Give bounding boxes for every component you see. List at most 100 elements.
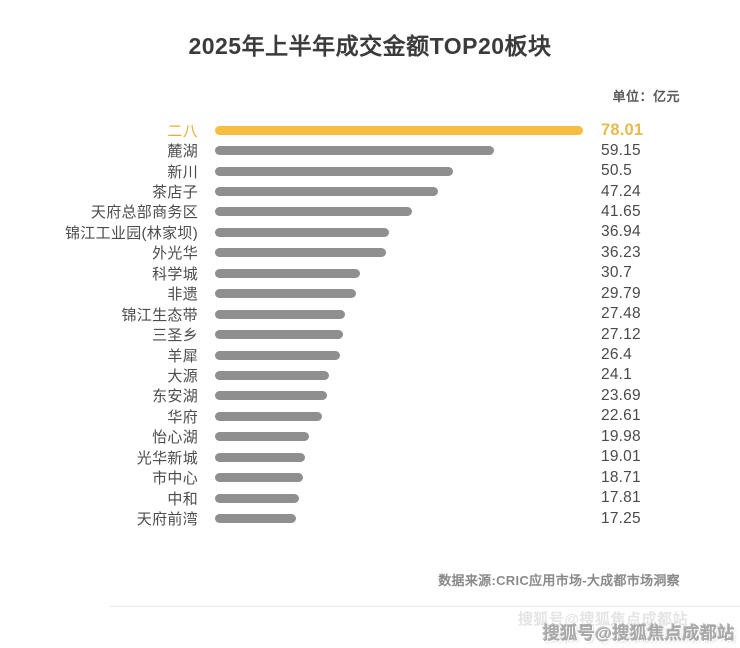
bar-row: 光华新城 19.01 — [0, 447, 740, 467]
value-label: 17.81 — [601, 489, 641, 507]
value-label: 24.1 — [601, 366, 632, 384]
bar — [215, 125, 583, 135]
bar-track — [215, 187, 600, 197]
bar-chart: 二八 78.01 麓湖 59.15 新川 50.5 茶店子 47.24 天府总部商务区 41.65… — [0, 120, 740, 529]
category-label: 锦江生态带 — [121, 306, 198, 324]
value-label: 41.65 — [601, 202, 641, 220]
category-label: 非遗 — [167, 286, 198, 304]
bar — [215, 370, 329, 380]
bar-row: 新川 50.5 — [0, 161, 740, 181]
value-label: 19.98 — [601, 427, 641, 445]
category-label: 茶店子 — [152, 184, 198, 202]
bar — [215, 268, 360, 278]
bar-track — [215, 248, 600, 258]
bar-track — [215, 432, 600, 442]
value-label: 59.15 — [601, 141, 641, 159]
bar-track — [215, 146, 600, 156]
bar-track — [215, 207, 600, 217]
category-label: 大源 — [167, 367, 198, 385]
category-label: 麓湖 — [167, 143, 198, 161]
bar — [215, 248, 386, 258]
category-label: 东安湖 — [152, 388, 198, 406]
bar — [215, 391, 327, 401]
value-label: 36.23 — [601, 243, 641, 261]
category-label: 二八 — [167, 122, 198, 140]
bar — [215, 166, 454, 176]
bar-row: 市中心 18.71 — [0, 467, 740, 488]
bar — [215, 207, 412, 217]
bar-row: 外光华 36.23 — [0, 243, 740, 263]
bar-row: 天府总部商务区 41.65 — [0, 202, 740, 222]
value-label: 47.24 — [601, 182, 641, 200]
bar-track — [215, 493, 600, 503]
bar-track — [215, 514, 600, 524]
bar — [215, 432, 310, 442]
bar — [215, 350, 340, 360]
value-label: 19.01 — [601, 448, 641, 466]
value-label: 22.61 — [601, 407, 641, 425]
value-label: 18.71 — [601, 468, 641, 486]
value-label: 78.01 — [601, 120, 644, 139]
bar-track — [215, 350, 600, 360]
bar-track — [215, 473, 600, 483]
bar-row: 非遗 29.79 — [0, 284, 740, 304]
value-label: 27.12 — [601, 325, 641, 343]
bar-row: 羊犀 26.4 — [0, 345, 740, 365]
bar-track — [215, 227, 600, 237]
bar — [215, 309, 345, 319]
category-label: 光华新城 — [136, 449, 198, 467]
value-label: 23.69 — [601, 386, 641, 404]
category-label: 中和 — [167, 490, 198, 508]
bar — [215, 289, 356, 299]
unit-label: 单位：亿元 — [612, 89, 680, 104]
page-title: 2025年上半年成交金额TOP20板块 — [188, 33, 552, 59]
value-label: 17.25 — [601, 509, 641, 527]
bar-row: 锦江生态带 27.48 — [0, 304, 740, 324]
category-label: 外光华 — [152, 245, 198, 263]
watermark: 搜狐号@搜狐焦点成都站 — [542, 624, 735, 643]
value-label: 30.7 — [601, 264, 632, 282]
bar-track — [215, 452, 600, 462]
bar-row: 茶店子 47.24 — [0, 181, 740, 202]
value-label: 29.79 — [601, 284, 641, 302]
bar — [215, 227, 390, 237]
bar-row: 华府 22.61 — [0, 406, 740, 426]
bar-track — [215, 330, 600, 340]
bar-track — [215, 411, 600, 421]
value-label: 50.5 — [601, 162, 632, 180]
data-source-note: 数据来源:CRIC应用市场-大成都市场洞察 — [438, 573, 680, 588]
bar-row: 三圣乡 27.12 — [0, 324, 740, 345]
bar-row: 东安湖 23.69 — [0, 386, 740, 406]
value-label: 36.94 — [601, 223, 641, 241]
bar-rows: 二八 78.01 麓湖 59.15 新川 50.5 茶店子 47.24 天府总部商务区 41.65… — [0, 120, 740, 529]
bar — [215, 330, 343, 340]
category-label: 市中心 — [152, 470, 198, 488]
bar-row: 中和 17.81 — [0, 488, 740, 508]
bar-row: 二八 78.01 — [0, 120, 740, 140]
footer-divider — [110, 606, 740, 607]
category-label: 三圣乡 — [152, 327, 198, 345]
bar — [215, 493, 299, 503]
category-label: 羊犀 — [167, 347, 198, 365]
category-label: 天府总部商务区 — [90, 204, 198, 222]
watermark-echo: 搜狐号@搜狐焦点成都站 — [517, 611, 688, 628]
category-label: 锦江工业园(林家坝) — [65, 224, 198, 242]
category-label: 怡心湖 — [152, 429, 198, 447]
bar-track — [215, 289, 600, 299]
bar-row: 科学城 30.7 — [0, 263, 740, 283]
bar-track — [215, 268, 600, 278]
value-label: 26.4 — [601, 346, 632, 364]
bar-track — [215, 309, 600, 319]
bar-track — [215, 125, 600, 135]
bar — [215, 187, 438, 197]
category-label: 华府 — [167, 408, 198, 426]
bar — [215, 452, 305, 462]
bar-track — [215, 370, 600, 380]
bar-row: 天府前湾 17.25 — [0, 508, 740, 529]
bar — [215, 411, 322, 421]
bar-row: 锦江工业园(林家坝) 36.94 — [0, 222, 740, 242]
bar-track — [215, 166, 600, 176]
value-label: 27.48 — [601, 305, 641, 323]
bar — [215, 514, 297, 524]
